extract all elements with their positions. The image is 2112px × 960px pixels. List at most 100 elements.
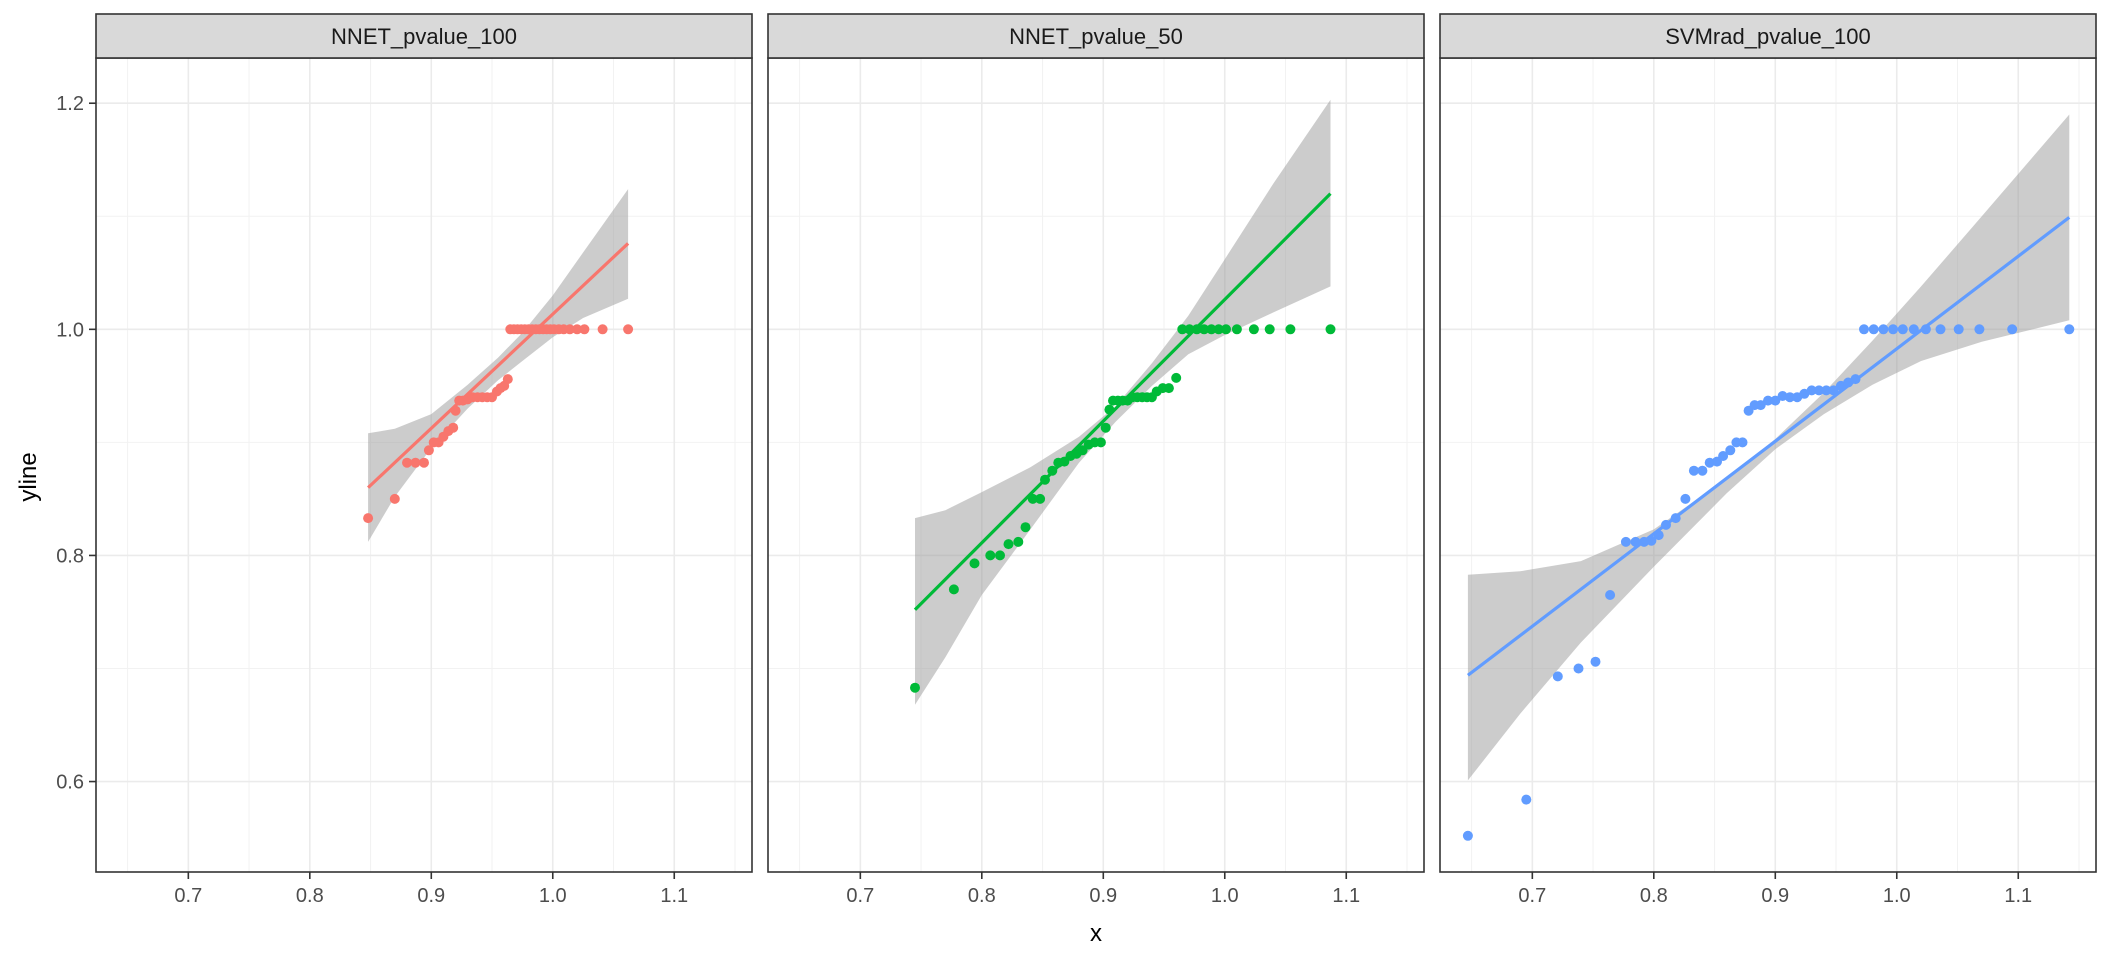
data-point	[1213, 324, 1224, 335]
data-point	[572, 324, 583, 335]
data-point	[1888, 324, 1899, 335]
data-point	[1821, 385, 1832, 396]
data-point	[1013, 536, 1024, 547]
data-point	[1605, 590, 1616, 600]
y-tick-label: 0.8	[56, 545, 84, 567]
facet-strip	[1439, 13, 2097, 59]
x-tick-label: 0.7	[1518, 885, 1546, 907]
data-point	[1908, 324, 1919, 335]
x-tick-label: 1.1	[660, 885, 688, 907]
x-tick-label: 0.8	[1640, 885, 1668, 907]
data-point	[1718, 451, 1729, 461]
facet-panels: NNET_pvalue_100 0.7 0.8 0.9 1.0 1.1 0.6 0.8 1.0 1…	[56, 13, 2097, 907]
fit-line	[913, 192, 1332, 611]
data-point	[1590, 656, 1601, 667]
data-point	[1688, 465, 1699, 476]
data-point	[1770, 395, 1781, 406]
fit-line	[367, 242, 630, 489]
x-tick-label: 1.0	[1211, 885, 1239, 907]
data-point	[1680, 493, 1691, 504]
x-tick-label: 1.0	[1883, 885, 1911, 907]
x-tick-label: 0.9	[1089, 885, 1117, 907]
data-point	[1199, 324, 1210, 335]
data-point	[1231, 324, 1242, 335]
data-point	[1878, 324, 1889, 335]
data-point	[1163, 383, 1174, 394]
data-point	[1248, 324, 1259, 335]
data-point	[579, 324, 590, 335]
x-tick-label: 0.8	[296, 885, 324, 907]
data-point	[402, 457, 412, 468]
data-point	[1177, 324, 1188, 335]
y-tick-label: 0.6	[56, 772, 84, 794]
y-tick-label: 1.2	[56, 93, 84, 115]
data-point	[985, 550, 996, 561]
facet-strip	[95, 13, 753, 59]
facet-panel-2: NNET_pvalue_50 0.7 0.8 0.9 1.0 1.1	[767, 13, 1425, 907]
data-point	[419, 457, 429, 468]
data-point	[1003, 539, 1014, 550]
y-tick-label: 1.0	[56, 319, 84, 341]
data-point	[389, 493, 400, 504]
data-point	[1264, 324, 1275, 335]
data-point	[1868, 324, 1879, 335]
facet-strip-label: NNET_pvalue_100	[331, 24, 517, 49]
x-tick-label: 0.9	[417, 885, 445, 907]
data-point	[2007, 324, 2018, 335]
data-point	[1521, 794, 1532, 805]
data-point	[423, 445, 434, 456]
x-tick-label: 0.7	[174, 885, 202, 907]
data-point	[597, 324, 608, 335]
x-tick-label: 0.8	[968, 885, 996, 907]
data-point	[564, 324, 575, 335]
x-tick-label: 1.0	[539, 885, 567, 907]
data-point	[1206, 324, 1217, 335]
x-axis-title: x	[1090, 920, 1102, 947]
data-point	[1897, 324, 1908, 335]
data-point	[1828, 385, 1839, 396]
x-tick-label: 1.1	[1332, 885, 1360, 907]
x-axis: x	[1090, 920, 1102, 947]
x-tick-label: 1.1	[2004, 885, 2032, 907]
data-point	[1974, 324, 1985, 335]
fit-line	[1466, 216, 2071, 677]
x-tick-label: 0.9	[1761, 885, 1789, 907]
data-point	[410, 457, 421, 468]
data-point	[1171, 372, 1182, 383]
panel-background	[1440, 58, 2096, 872]
data-point	[1725, 445, 1736, 456]
data-point	[1704, 457, 1715, 468]
data-point	[363, 513, 374, 524]
y-axis: yline	[15, 452, 42, 501]
data-point	[1552, 671, 1563, 682]
data-point	[1806, 385, 1817, 396]
facet-strip-label: SVMrad_pvalue_100	[1665, 24, 1870, 49]
data-point	[1221, 324, 1231, 335]
facet-panel-3: SVMrad_pvalue_100 0.7 0.8 0.9 1.0 1.1	[1439, 13, 2097, 907]
y-axis-title: yline	[15, 452, 42, 501]
data-point	[1100, 422, 1111, 433]
data-point	[910, 682, 920, 693]
data-point	[1573, 663, 1584, 674]
data-point	[1784, 392, 1795, 403]
facet-strip-label: NNET_pvalue_50	[1009, 24, 1183, 49]
data-point	[1859, 324, 1869, 335]
data-point	[502, 374, 513, 385]
data-point	[1095, 437, 1106, 448]
data-point	[623, 324, 634, 335]
data-point	[1755, 400, 1766, 411]
data-point	[1814, 385, 1824, 396]
data-point	[1325, 324, 1336, 335]
facet-panel-1: NNET_pvalue_100 0.7 0.8 0.9 1.0 1.1 0.6 0.8 1.0 1…	[56, 13, 753, 907]
facet-strip	[767, 13, 1425, 59]
data-point	[448, 422, 459, 433]
data-point	[1462, 830, 1473, 841]
data-point	[948, 584, 959, 595]
data-point	[969, 558, 980, 569]
data-point	[1953, 324, 1964, 335]
data-point	[1285, 324, 1296, 335]
data-point	[995, 550, 1005, 561]
data-point	[1035, 493, 1046, 504]
data-point	[1020, 522, 1031, 533]
